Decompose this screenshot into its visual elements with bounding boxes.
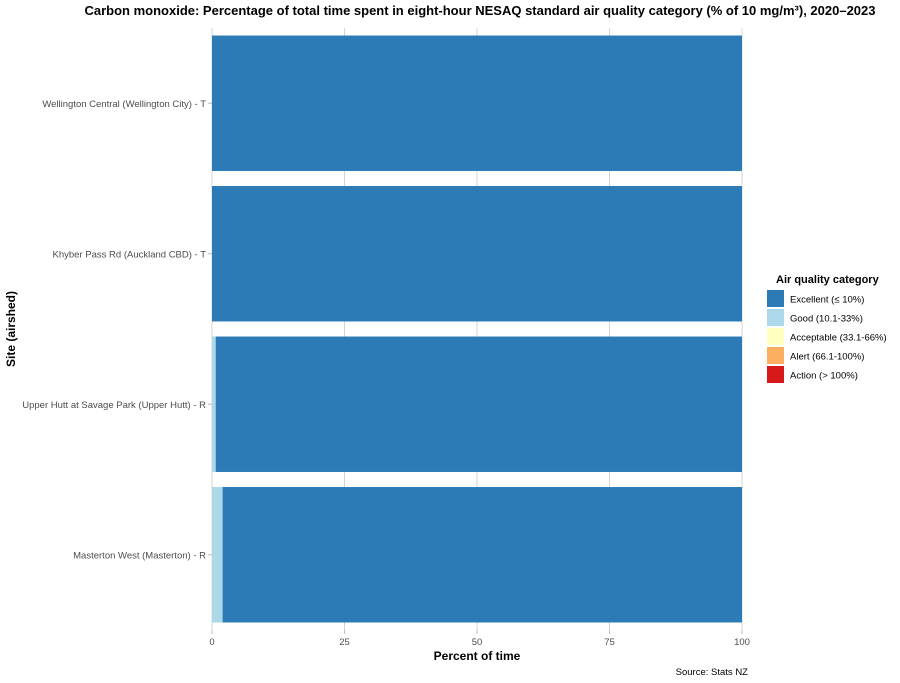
legend-swatch [767, 347, 784, 364]
x-tick-label: 100 [734, 637, 750, 648]
x-tick-label: 0 [209, 637, 214, 648]
source-caption: Source: Stats NZ [676, 667, 749, 678]
bars [212, 35, 743, 623]
legend-label: Good (10.1-33%) [790, 314, 863, 325]
y-tick-label: Masterton West (Masterton) - R [73, 550, 206, 561]
x-tick-label: 50 [472, 637, 483, 648]
legend-swatch [767, 290, 784, 307]
bar-excellent [215, 336, 742, 472]
legend: Air quality category Excellent (≤ 10%) Go… [767, 274, 887, 383]
legend-title: Air quality category [776, 274, 880, 286]
bar-excellent [212, 186, 742, 322]
chart-title: Carbon monoxide: Percentage of total tim… [84, 3, 875, 18]
y-tick-label: Khyber Pass Rd (Auckland CBD) - T [53, 249, 207, 260]
y-tick-label: Upper Hutt at Savage Park (Upper Hutt) -… [22, 400, 206, 411]
y-tick-label: Wellington Central (Wellington City) - T [42, 99, 206, 110]
x-axis-ticks: 0 25 50 75 100 [209, 630, 750, 648]
x-tick-label: 75 [604, 637, 615, 648]
bar-excellent [222, 487, 743, 623]
x-tick-label: 25 [339, 637, 350, 648]
legend-label: Alert (66.1-100%) [790, 352, 864, 363]
legend-label: Action (> 100%) [790, 371, 858, 382]
y-axis-title: Site (airshed) [4, 291, 18, 367]
legend-swatch [767, 366, 784, 383]
bar-good [212, 487, 223, 623]
y-axis-ticks: Wellington Central (Wellington City) - T… [22, 99, 212, 561]
bar-good [212, 336, 216, 472]
legend-label: Excellent (≤ 10%) [790, 295, 864, 306]
legend-label: Acceptable (33.1-66%) [790, 333, 887, 344]
legend-swatch [767, 328, 784, 345]
x-axis-title: Percent of time [434, 649, 521, 663]
bar-excellent [212, 35, 742, 171]
legend-swatch [767, 309, 784, 326]
